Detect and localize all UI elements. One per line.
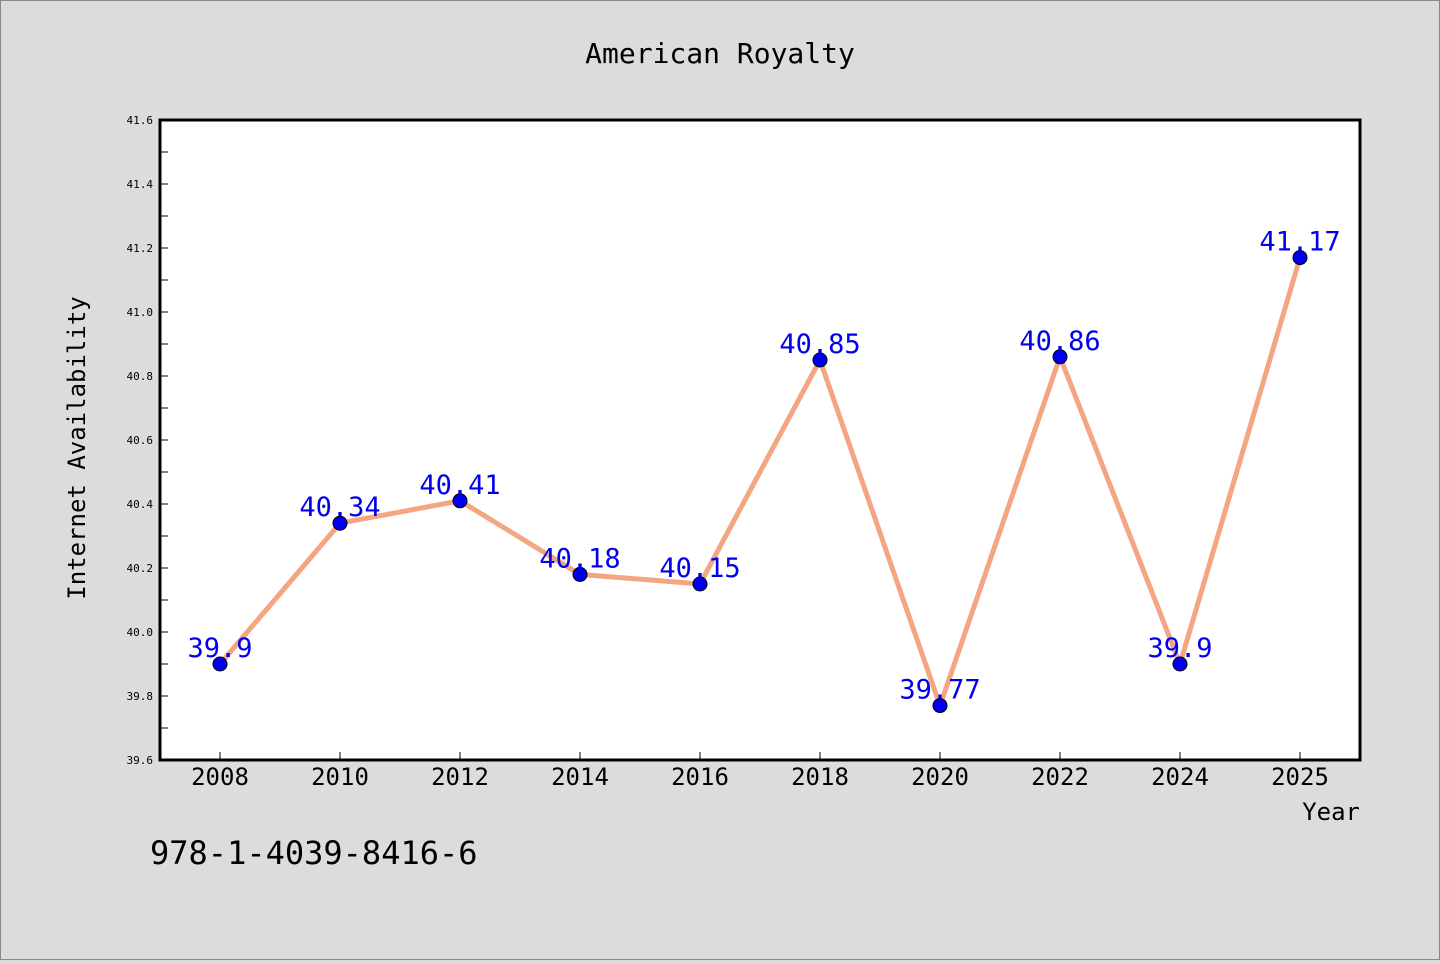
x-tick-label: 2022 — [1031, 763, 1089, 791]
y-tick-label: 40.2 — [127, 562, 154, 575]
y-tick-label: 41.4 — [127, 178, 154, 191]
x-tick-label: 2025 — [1271, 763, 1329, 791]
x-tick-label: 2020 — [911, 763, 969, 791]
data-label-layer: 39.9 40.34 40.41 40.18 40.15 40.85 39.77 40.86 3… — [187, 227, 1340, 706]
plot-area — [158, 118, 1362, 762]
data-label: 40.15 — [659, 553, 740, 584]
data-label: 39.77 — [899, 675, 980, 706]
x-tick-label: 2024 — [1151, 763, 1209, 791]
data-point — [932, 698, 948, 714]
x-tick-label: 2008 — [191, 763, 249, 791]
data-point — [452, 493, 468, 509]
x-tick-label: 2010 — [311, 763, 369, 791]
x-tick-label: 2016 — [671, 763, 729, 791]
series-layer — [212, 250, 1308, 714]
data-point — [332, 515, 348, 531]
data-point — [572, 566, 588, 582]
y-tick-label: 40.4 — [127, 498, 154, 511]
y-tick-label: 41.0 — [127, 306, 154, 319]
y-axis: 39.6 39.8 40.0 40.2 40.4 40.6 40.8 41.0 41.2 41.4… — [127, 114, 168, 767]
y-tick-label: 39.8 — [127, 690, 154, 703]
x-axis-label: Year — [1302, 798, 1360, 826]
data-label: 40.18 — [539, 543, 620, 574]
data-point — [812, 352, 828, 368]
data-point — [212, 656, 228, 672]
data-point — [1172, 656, 1188, 672]
y-tick-label: 41.2 — [127, 242, 154, 255]
x-axis: 2008 2010 2012 2014 2016 2018 2020 2022 2024 2025 — [191, 752, 1329, 791]
data-label: 41.17 — [1259, 227, 1340, 258]
data-point — [1052, 349, 1068, 365]
data-label: 40.41 — [419, 470, 500, 501]
data-label: 40.86 — [1019, 326, 1100, 357]
x-tick-label: 2018 — [791, 763, 849, 791]
y-tick-label: 40.0 — [127, 626, 154, 639]
isbn-text: 978-1-4039-8416-6 — [150, 834, 478, 872]
data-point — [1292, 250, 1308, 266]
x-tick-label: 2012 — [431, 763, 489, 791]
data-label: 39.9 — [1147, 633, 1212, 664]
data-point — [692, 576, 708, 592]
series-line — [218, 256, 1303, 714]
y-tick-label: 40.6 — [127, 434, 154, 447]
y-tick-label: 39.6 — [127, 754, 154, 767]
data-label: 40.85 — [779, 329, 860, 360]
y-tick-label: 41.6 — [127, 114, 154, 127]
data-label: 39.9 — [187, 633, 252, 664]
x-tick-label: 2014 — [551, 763, 609, 791]
data-label: 40.34 — [299, 492, 380, 523]
y-tick-label: 40.8 — [127, 370, 154, 383]
y-axis-label: Internet Availability — [63, 296, 91, 599]
chart-title: American Royalty — [585, 37, 855, 70]
